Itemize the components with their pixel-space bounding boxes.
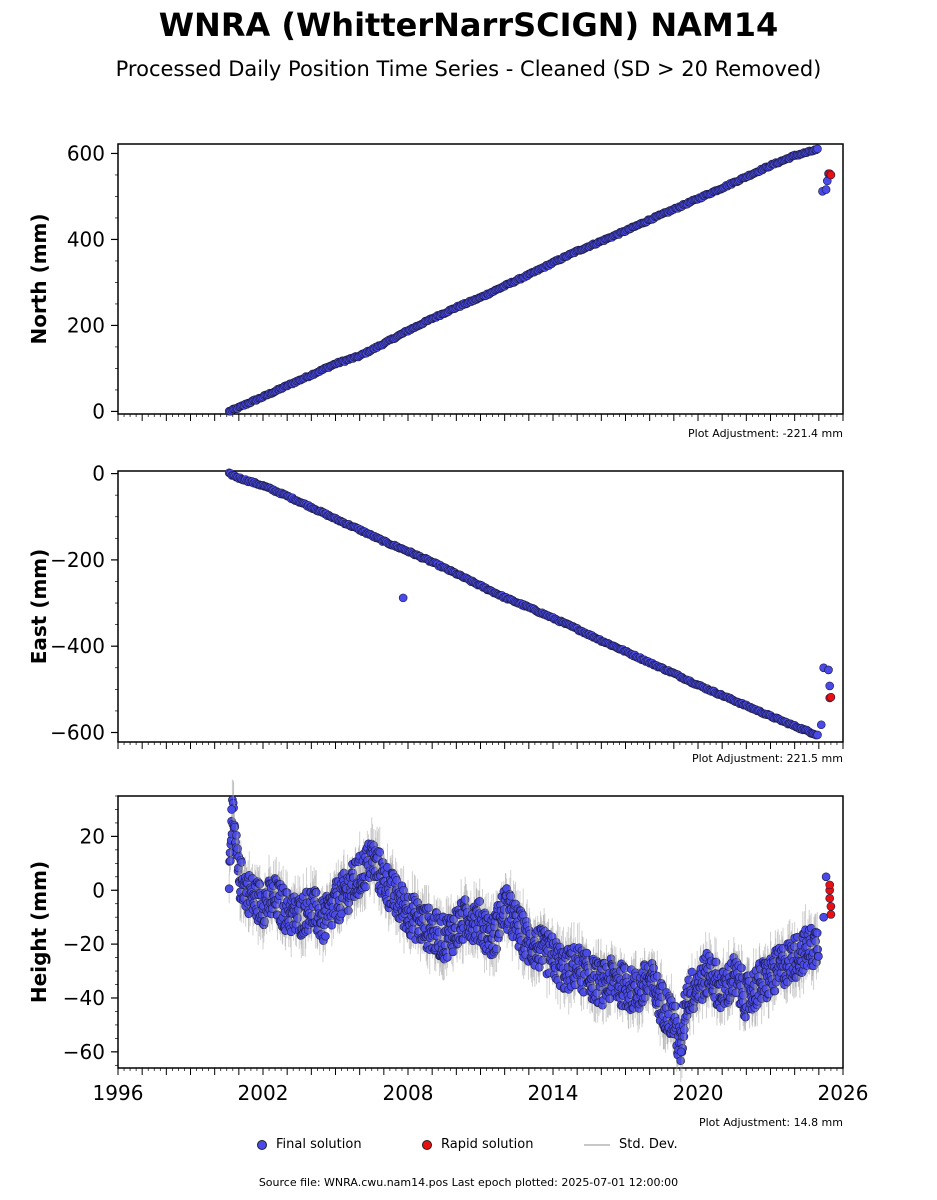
data-point [653, 971, 662, 981]
data-point [492, 944, 501, 954]
y-tick-label: −40 [63, 986, 105, 1010]
data-point [814, 952, 823, 961]
y-tick-label: 400 [67, 227, 105, 251]
plot-adjustment: Plot Adjustment: 221.5 mm [692, 752, 843, 765]
y-tick-label: 0 [92, 462, 105, 486]
legend-std-line [584, 1143, 610, 1146]
data-point [582, 948, 592, 958]
y-tick-label: −600 [50, 721, 105, 745]
chart-legend: Final solution Rapid solution Std. Dev. [0, 1137, 937, 1157]
data-point [671, 1001, 680, 1011]
y-tick-label: 0 [92, 399, 105, 423]
data-point [737, 963, 746, 973]
legend-rapid-label: Rapid solution [441, 1137, 534, 1152]
y-tick-label: 600 [67, 141, 105, 165]
legend-rapid-marker [422, 1139, 432, 1150]
y-tick-label: 20 [80, 824, 105, 848]
data-point [475, 897, 484, 906]
data-point [770, 986, 780, 996]
y-axis-label: North (mm) [27, 213, 51, 344]
data-point [812, 928, 822, 938]
data-point [327, 920, 337, 930]
x-tick-label: 2008 [383, 1081, 434, 1105]
y-tick-label: −400 [50, 634, 105, 658]
x-tick-label: 2014 [528, 1081, 579, 1105]
x-tick-label: 2002 [238, 1081, 289, 1105]
y-tick-label: 0 [92, 878, 105, 902]
data-point [813, 144, 822, 154]
legend-final-marker [257, 1139, 267, 1150]
data-point [443, 953, 452, 962]
legend-std: Std. Dev. [584, 1137, 678, 1152]
data-point [255, 879, 265, 889]
legend-rapid: Rapid solution [422, 1137, 533, 1152]
y-tick-label: −200 [50, 548, 105, 572]
rapid-point [825, 894, 835, 903]
data-point [448, 947, 458, 957]
data-point [237, 857, 246, 867]
data-point [506, 891, 516, 901]
data-point [392, 876, 402, 885]
chart-subtitle: Processed Daily Position Time Series - C… [115, 57, 822, 81]
data-point [398, 593, 408, 603]
data-point [495, 929, 504, 939]
y-axis-label: Height (mm) [27, 861, 51, 1003]
data-point [424, 903, 433, 913]
plot-adjustment: Plot Adjustment: 14.8 mm [699, 1116, 843, 1129]
data-point [821, 872, 831, 882]
data-point [226, 856, 235, 866]
data-point [230, 822, 240, 832]
data-point [676, 1047, 686, 1057]
data-point [658, 981, 667, 991]
data-point [383, 863, 392, 872]
legend-std-label: Std. Dev. [619, 1137, 678, 1152]
data-point [375, 847, 385, 857]
x-tick-label: 2020 [673, 1081, 724, 1105]
data-point [282, 888, 292, 897]
rapid-point [826, 170, 836, 180]
chart-title: WNRA (WhitterNarrSCIGN) NAM14 [158, 6, 779, 44]
data-point [741, 1012, 750, 1022]
data-point [824, 665, 833, 675]
x-tick-label: 2026 [818, 1081, 869, 1105]
data-point [711, 957, 721, 967]
source-footer: Source file: WNRA.cwu.nam14.pos Last epo… [258, 1176, 679, 1189]
data-point [311, 888, 321, 897]
y-axis-label: East (mm) [27, 549, 51, 665]
data-point [293, 914, 302, 923]
rapid-point [826, 910, 836, 919]
data-point [680, 1025, 689, 1034]
data-point [687, 967, 697, 977]
data-point [460, 895, 470, 904]
x-tick-label: 1996 [93, 1081, 144, 1105]
y-tick-label: 200 [67, 313, 105, 337]
y-tick-label: −20 [63, 932, 105, 956]
legend-final: Final solution [257, 1137, 362, 1152]
data-point [321, 931, 330, 941]
y-tick-label: −60 [63, 1040, 105, 1064]
rapid-point [826, 692, 836, 702]
data-point [821, 185, 831, 194]
data-point [816, 720, 826, 730]
rapid-point [825, 880, 835, 890]
data-point [260, 917, 269, 926]
data-point [813, 730, 822, 740]
data-point [819, 912, 828, 922]
data-point [825, 681, 835, 691]
data-point [227, 805, 236, 814]
data-point [361, 882, 371, 892]
data-point [811, 937, 820, 946]
data-point [232, 830, 241, 840]
data-point [224, 884, 234, 893]
data-point [233, 844, 242, 853]
rapid-point [826, 902, 836, 911]
data-point [676, 1056, 685, 1066]
plot-adjustment: Plot Adjustment: -221.4 mm [688, 427, 843, 440]
legend-final-label: Final solution [276, 1137, 362, 1152]
